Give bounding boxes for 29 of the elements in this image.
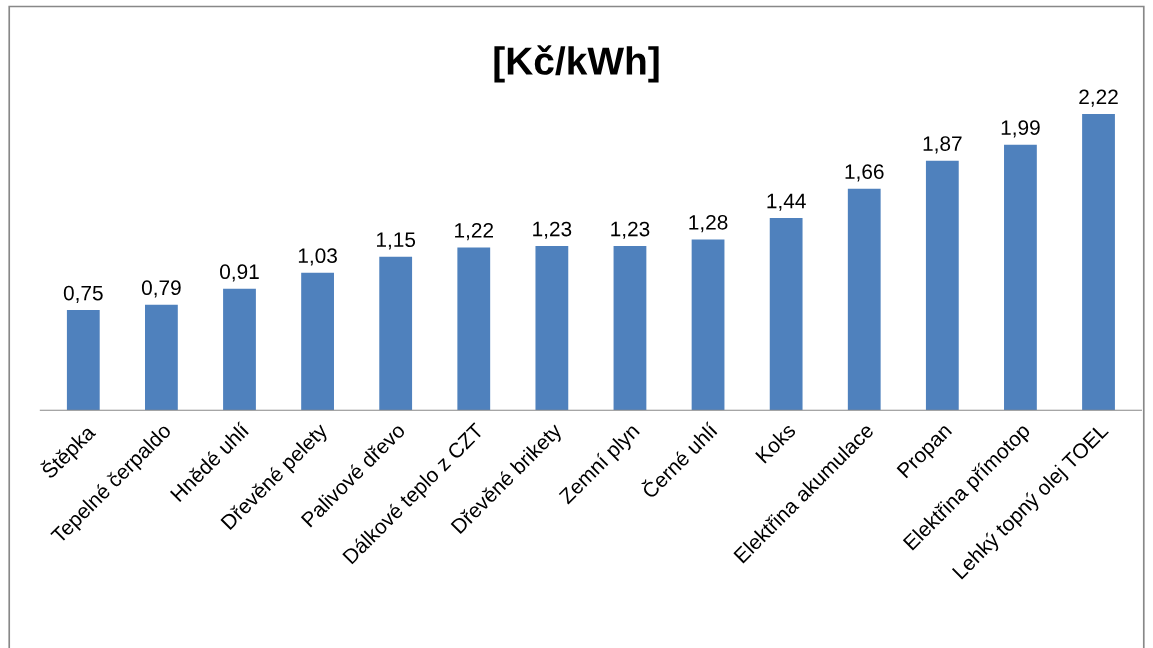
bar [847,188,881,411]
bar [457,247,491,411]
bar [301,272,334,411]
data-label: 1,22 [455,222,493,241]
data-label: 2,22 [1079,89,1118,107]
bar [66,310,100,411]
data-label: 1,66 [845,164,884,182]
data-label: 0,91 [220,264,259,282]
data-label: 1,87 [923,136,962,154]
bar [145,304,178,411]
data-label: 1,44 [767,193,806,211]
bar [223,288,256,411]
bar [613,246,647,411]
data-label: 1,99 [1001,120,1040,138]
data-label: 0,79 [141,280,181,298]
chart-title: [Kč/kWh] [494,45,659,83]
bar [925,160,959,411]
bar [691,239,725,411]
data-label: 1,23 [611,221,650,239]
bar [535,246,569,411]
bar [1004,144,1037,411]
data-label: 1,15 [377,232,416,250]
bar [1082,113,1115,411]
bar [769,218,803,411]
data-label: 0,75 [63,285,103,303]
bar [379,256,413,411]
data-label: 1,28 [689,214,728,233]
data-label: 1,23 [533,221,572,239]
data-label: 1,03 [298,248,337,266]
